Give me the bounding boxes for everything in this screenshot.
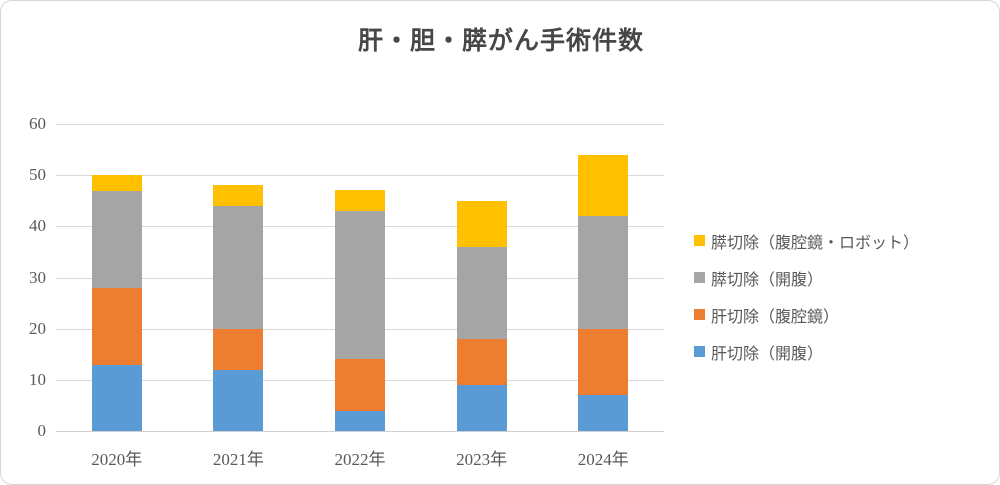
legend-item-膵切除（開腹）: 膵切除（開腹） bbox=[694, 259, 919, 296]
bar-segment-膵切除（腹腔鏡・ロボット） bbox=[91, 175, 142, 191]
bar-segment-膵切除（腹腔鏡・ロボット） bbox=[578, 154, 629, 217]
bar-segment-肝切除（開腹） bbox=[91, 364, 142, 431]
bar-segment-肝切除（開腹） bbox=[578, 395, 629, 431]
bar-segment-肝切除（腹腔鏡） bbox=[91, 287, 142, 365]
legend-label: 肝切除（腹腔鏡） bbox=[711, 308, 840, 326]
bar-segment-肝切除（開腹） bbox=[456, 385, 507, 431]
y-tick-label: 50 bbox=[29, 165, 46, 185]
bar-segment-膵切除（腹腔鏡・ロボット） bbox=[456, 200, 507, 247]
y-tick-label: 20 bbox=[29, 318, 46, 338]
gridline-y60 bbox=[56, 124, 664, 125]
y-tick-label: 30 bbox=[29, 267, 46, 287]
y-tick-label: 0 bbox=[37, 421, 47, 440]
bar-segment-肝切除（腹腔鏡） bbox=[335, 359, 385, 411]
x-tick-label: 2020年 bbox=[91, 450, 143, 469]
legend-label: 膵切除（腹腔鏡・ロボット） bbox=[711, 234, 920, 252]
x-tick-label: 2023年 bbox=[456, 450, 508, 469]
bar-segment-肝切除（開腹） bbox=[335, 410, 385, 431]
bar-2022年 bbox=[335, 190, 385, 431]
x-tick-label: 2022年 bbox=[334, 450, 386, 469]
legend-swatch-icon bbox=[694, 235, 705, 246]
y-tick-label: 60 bbox=[29, 114, 46, 133]
legend-item-膵切除（腹腔鏡・ロボット）: 膵切除（腹腔鏡・ロボット） bbox=[694, 222, 919, 259]
bar-segment-肝切除（腹腔鏡） bbox=[456, 339, 507, 385]
bar-segment-膵切除（開腹） bbox=[578, 216, 629, 329]
chart-title: 肝・胆・膵がん手術件数 bbox=[357, 27, 644, 55]
gridline-y0 bbox=[56, 431, 664, 432]
bar-segment-膵切除（開腹） bbox=[456, 246, 507, 339]
x-tick-label: 2024年 bbox=[577, 450, 629, 469]
legend-item-肝切除（開腹）: 肝切除（開腹） bbox=[694, 333, 919, 370]
bar-2020年 bbox=[91, 175, 142, 431]
legend: 膵切除（腹腔鏡・ロボット） 膵切除（開腹） 肝切除（腹腔鏡） 肝切除（開腹） bbox=[694, 222, 919, 370]
legend-swatch-icon bbox=[694, 309, 705, 320]
legend-swatch-icon bbox=[694, 346, 705, 357]
gridline-y50 bbox=[56, 175, 664, 177]
legend-label: 肝切除（開腹） bbox=[711, 345, 824, 363]
legend-label: 膵切除（開腹） bbox=[711, 271, 824, 289]
bar-2023年 bbox=[456, 200, 507, 431]
bar-segment-膵切除（開腹） bbox=[91, 190, 142, 288]
legend-item-肝切除（腹腔鏡）: 肝切除（腹腔鏡） bbox=[694, 296, 919, 333]
y-tick-label: 10 bbox=[29, 369, 46, 389]
bar-segment-膵切除（開腹） bbox=[213, 205, 264, 329]
bar-segment-肝切除（腹腔鏡） bbox=[213, 328, 264, 370]
bar-segment-膵切除（開腹） bbox=[335, 210, 385, 360]
bar-2024年 bbox=[578, 154, 629, 431]
bar-2021年 bbox=[213, 185, 264, 431]
bar-segment-肝切除（開腹） bbox=[213, 369, 264, 431]
bar-segment-肝切除（腹腔鏡） bbox=[578, 328, 629, 396]
x-tick-label: 2021年 bbox=[212, 450, 264, 469]
legend-swatch-icon bbox=[694, 272, 705, 283]
bar-segment-膵切除（腹腔鏡・ロボット） bbox=[335, 190, 385, 211]
y-tick-label: 40 bbox=[29, 216, 46, 236]
bar-segment-膵切除（腹腔鏡・ロボット） bbox=[213, 185, 264, 206]
